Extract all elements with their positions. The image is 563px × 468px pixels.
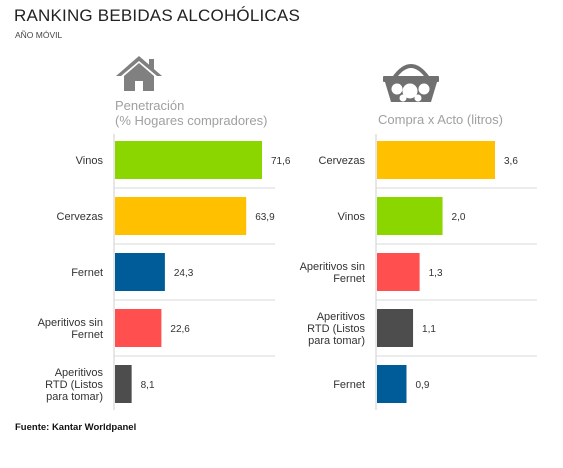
- bar: [377, 197, 443, 235]
- bar: [377, 141, 495, 179]
- page-title: RANKING BEBIDAS ALCOHÓLICAS: [14, 6, 300, 25]
- value-label: 63,9: [255, 212, 275, 223]
- category-label: Vinos: [338, 211, 366, 223]
- category-label: para tomar): [308, 335, 365, 347]
- value-label: 1,1: [422, 324, 436, 335]
- category-label: Aperitivos sin: [300, 261, 365, 273]
- chart-penetracion: 71,6 Vinos 63,9 Cervezas 24,3 Fernet 22,6 Aperi…: [38, 134, 291, 410]
- category-label: Fernet: [333, 379, 365, 391]
- category-label: Fernet: [71, 329, 103, 341]
- bar: [115, 197, 247, 235]
- chart-right-title: Compra x Acto (litros): [378, 112, 503, 127]
- page-subtitle: AÑO MÓVIL: [15, 30, 63, 40]
- category-label: Aperitivos sin: [38, 317, 103, 329]
- value-label: 71,6: [271, 156, 291, 167]
- chart-left-title-line: (% Hogares compradores): [115, 113, 268, 128]
- category-label: RTD (Listos: [45, 379, 103, 391]
- shopping-basket-icon: [383, 64, 439, 102]
- bar: [115, 309, 162, 347]
- house-icon: [116, 56, 162, 91]
- bar: [115, 253, 165, 291]
- chart-left-title-line: Penetración: [115, 98, 185, 113]
- category-label: Aperitivos: [317, 311, 366, 323]
- bar: [377, 365, 407, 403]
- bar: [377, 253, 420, 291]
- category-label: RTD (Listos: [307, 323, 365, 335]
- value-label: 1,3: [429, 268, 443, 279]
- bar: [377, 309, 414, 347]
- category-label: Cervezas: [57, 211, 104, 223]
- value-label: 0,9: [416, 380, 430, 391]
- category-label: Aperitivos: [55, 367, 104, 379]
- category-label: Fernet: [333, 273, 365, 285]
- value-label: 2,0: [452, 212, 466, 223]
- value-label: 8,1: [141, 380, 155, 391]
- category-label: para tomar): [46, 391, 103, 403]
- value-label: 24,3: [174, 268, 194, 279]
- chart-left-title: Penetración (% Hogares compradores): [115, 98, 267, 128]
- bar: [115, 141, 262, 179]
- bar: [115, 365, 132, 403]
- category-label: Vinos: [76, 155, 104, 167]
- value-label: 22,6: [170, 324, 190, 335]
- source-note: Fuente: Kantar Worldpanel: [15, 422, 137, 433]
- value-label: 3,6: [504, 156, 518, 167]
- category-label: Fernet: [71, 267, 103, 279]
- category-label: Cervezas: [319, 155, 366, 167]
- chart-right-title-line: Compra x Acto (litros): [378, 112, 503, 127]
